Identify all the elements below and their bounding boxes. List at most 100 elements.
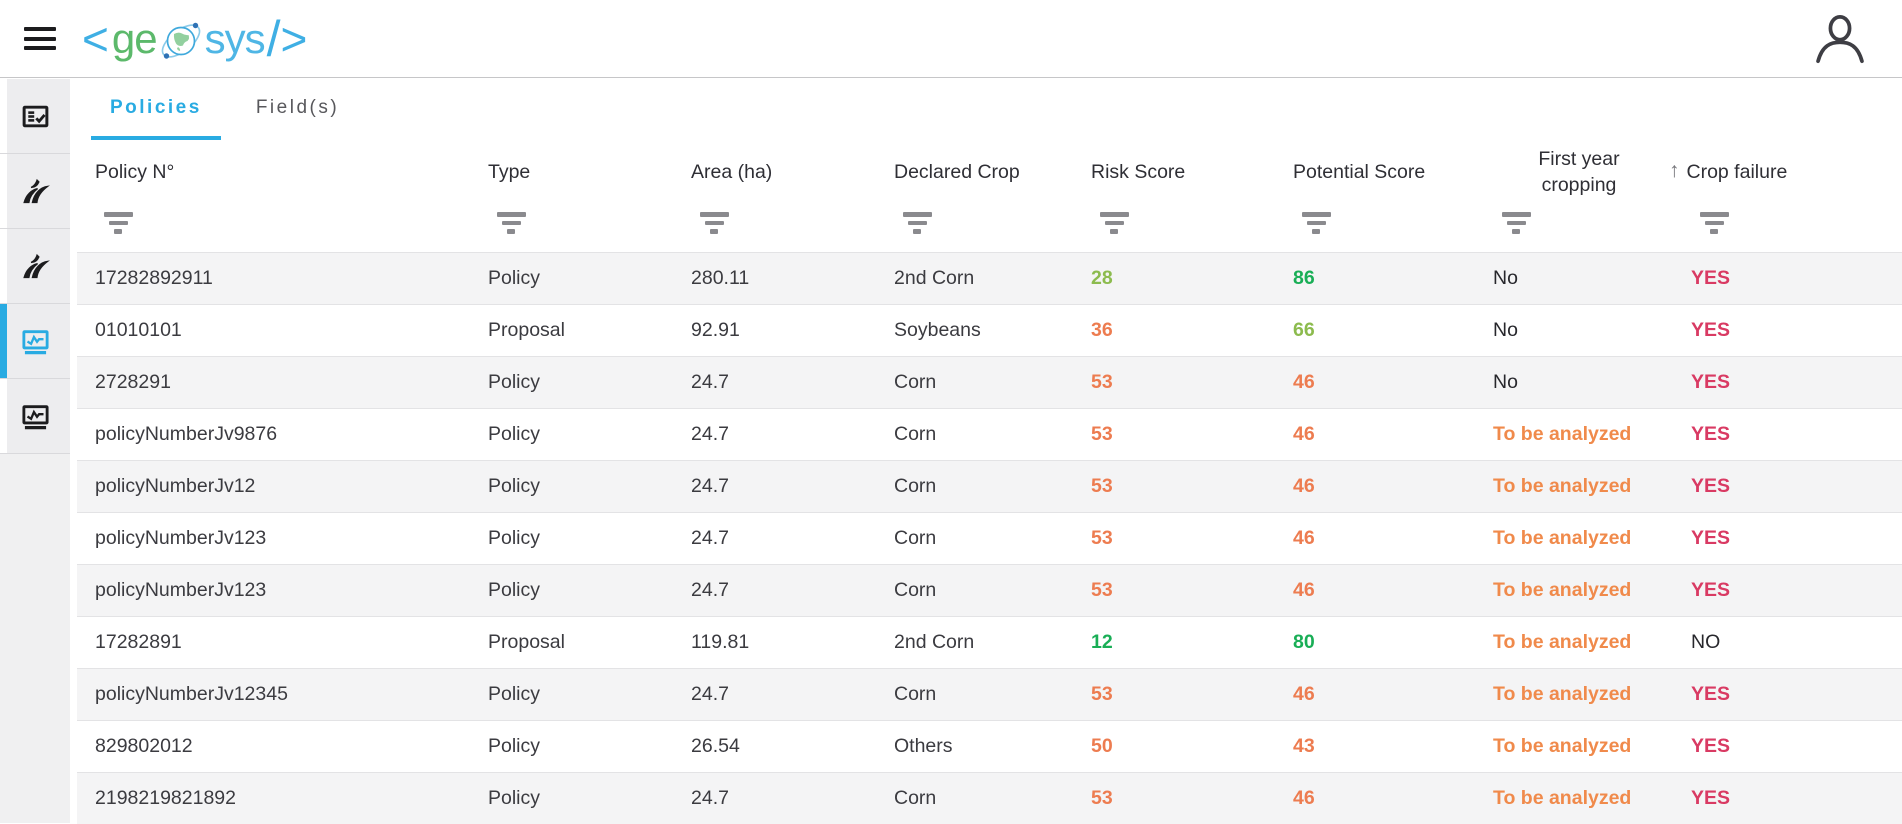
declared-crop-cell: Corn bbox=[876, 683, 1073, 706]
hamburger-menu-icon[interactable] bbox=[24, 27, 56, 50]
tab-bar: Policies Field(s) bbox=[77, 79, 1902, 140]
column-header-area[interactable]: Area (ha) bbox=[673, 140, 876, 252]
sort-ascending-icon[interactable]: ↑ bbox=[1669, 157, 1680, 185]
table-header: Policy N° Type Area (ha) Declared Crop R… bbox=[77, 140, 1902, 252]
column-header-potential-score[interactable]: Potential Score bbox=[1275, 140, 1475, 252]
filter-icon[interactable] bbox=[1699, 212, 1729, 234]
crop-failure-cell: YES bbox=[1665, 319, 1902, 342]
area-cell: 24.7 bbox=[673, 371, 876, 394]
potential-score-cell: 46 bbox=[1275, 579, 1475, 602]
column-header-crop-failure[interactable]: ↑ Crop failure bbox=[1665, 140, 1902, 252]
area-cell: 280.11 bbox=[673, 267, 876, 290]
declared-crop-cell: Others bbox=[876, 735, 1073, 758]
risk-score-cell: 53 bbox=[1073, 579, 1275, 602]
sidebar-item-monitoring-active[interactable] bbox=[0, 304, 70, 379]
sidebar-item-crops-1[interactable] bbox=[0, 154, 70, 229]
user-profile-icon[interactable] bbox=[1812, 10, 1868, 68]
crop-failure-cell: YES bbox=[1665, 579, 1902, 602]
potential-score-cell: 46 bbox=[1275, 683, 1475, 706]
policy-number-cell: policyNumberJv9876 bbox=[77, 423, 470, 446]
potential-score-cell: 46 bbox=[1275, 527, 1475, 550]
policy-number-cell: 829802012 bbox=[77, 735, 470, 758]
tab-fields[interactable]: Field(s) bbox=[237, 79, 358, 140]
first-year-cropping-cell: No bbox=[1475, 267, 1665, 290]
sidebar-nav bbox=[0, 79, 70, 823]
filter-icon[interactable] bbox=[103, 212, 133, 234]
policy-number-cell: 17282892911 bbox=[77, 267, 470, 290]
filter-icon[interactable] bbox=[902, 212, 932, 234]
crop-failure-cell: YES bbox=[1665, 735, 1902, 758]
first-year-cropping-cell: To be analyzed bbox=[1475, 423, 1665, 446]
policy-number-cell: 2198219821892 bbox=[77, 787, 470, 810]
column-header-risk-score[interactable]: Risk Score bbox=[1073, 140, 1275, 252]
logo-close-bracket: > bbox=[281, 16, 308, 62]
policy-number-cell: policyNumberJv12345 bbox=[77, 683, 470, 706]
area-cell: 24.7 bbox=[673, 579, 876, 602]
column-header-declared-crop[interactable]: Declared Crop bbox=[876, 140, 1073, 252]
crop-plant-icon bbox=[20, 251, 51, 282]
monitor-chart-icon bbox=[20, 401, 51, 432]
first-year-cropping-cell: To be analyzed bbox=[1475, 631, 1665, 654]
logo-ge-text: ge bbox=[112, 15, 157, 63]
potential-score-cell: 43 bbox=[1275, 735, 1475, 758]
risk-score-cell: 36 bbox=[1073, 319, 1275, 342]
area-cell: 24.7 bbox=[673, 423, 876, 446]
filter-icon[interactable] bbox=[1501, 212, 1531, 234]
first-year-cropping-cell: To be analyzed bbox=[1475, 683, 1665, 706]
sidebar-item-policy-checklist[interactable] bbox=[0, 79, 70, 154]
crop-failure-cell: YES bbox=[1665, 683, 1902, 706]
potential-score-cell: 66 bbox=[1275, 319, 1475, 342]
first-year-cropping-cell: To be analyzed bbox=[1475, 735, 1665, 758]
column-header-policy-number[interactable]: Policy N° bbox=[77, 140, 470, 252]
type-cell: Policy bbox=[470, 267, 673, 290]
policy-number-cell: 17282891 bbox=[77, 631, 470, 654]
potential-score-cell: 46 bbox=[1275, 371, 1475, 394]
risk-score-cell: 50 bbox=[1073, 735, 1275, 758]
area-cell: 24.7 bbox=[673, 787, 876, 810]
type-cell: Policy bbox=[470, 423, 673, 446]
filter-icon[interactable] bbox=[1099, 212, 1129, 234]
crop-plant-icon bbox=[20, 176, 51, 207]
filter-icon[interactable] bbox=[699, 212, 729, 234]
tab-policies[interactable]: Policies bbox=[91, 79, 221, 140]
filter-icon[interactable] bbox=[1301, 212, 1331, 234]
first-year-cropping-cell: To be analyzed bbox=[1475, 787, 1665, 810]
declared-crop-cell: Corn bbox=[876, 371, 1073, 394]
first-year-cropping-cell: No bbox=[1475, 319, 1665, 342]
monitor-chart-icon bbox=[20, 326, 51, 357]
declared-crop-cell: 2nd Corn bbox=[876, 631, 1073, 654]
policy-number-cell: 01010101 bbox=[77, 319, 470, 342]
column-header-type[interactable]: Type bbox=[470, 140, 673, 252]
crop-failure-cell: YES bbox=[1665, 475, 1902, 498]
type-cell: Policy bbox=[470, 371, 673, 394]
policy-number-cell: policyNumberJv123 bbox=[77, 579, 470, 602]
app-logo[interactable]: < ge sys / > bbox=[82, 9, 307, 69]
sidebar-item-crops-2[interactable] bbox=[0, 229, 70, 304]
type-cell: Policy bbox=[470, 579, 673, 602]
area-cell: 92.91 bbox=[673, 319, 876, 342]
risk-score-cell: 12 bbox=[1073, 631, 1275, 654]
type-cell: Proposal bbox=[470, 319, 673, 342]
potential-score-cell: 46 bbox=[1275, 475, 1475, 498]
area-cell: 24.7 bbox=[673, 683, 876, 706]
crop-failure-cell: NO bbox=[1665, 631, 1902, 654]
logo-sys-text: sys bbox=[205, 15, 265, 63]
declared-crop-cell: Corn bbox=[876, 579, 1073, 602]
sidebar-item-monitoring-2[interactable] bbox=[0, 379, 70, 454]
column-header-first-year-cropping[interactable]: First year cropping bbox=[1475, 140, 1665, 252]
declared-crop-cell: Corn bbox=[876, 475, 1073, 498]
policy-number-cell: policyNumberJv12 bbox=[77, 475, 470, 498]
potential-score-cell: 46 bbox=[1275, 787, 1475, 810]
filter-icon[interactable] bbox=[496, 212, 526, 234]
